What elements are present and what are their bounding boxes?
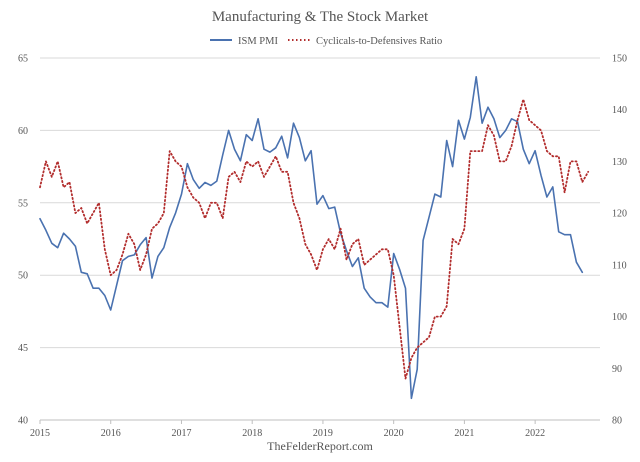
chart-title: Manufacturing & The Stock Market xyxy=(212,9,429,25)
left-tick-label: 40 xyxy=(18,416,28,427)
x-tick-label: 2015 xyxy=(30,428,50,439)
legend: ISM PMI Cyclicals-to-Defensives Ratio xyxy=(210,36,442,47)
right-tick-label: 120 xyxy=(612,209,627,220)
series-line-cyclicals-ratio xyxy=(39,98,590,380)
legend-label-cyclicals-ratio: Cyclicals-to-Defensives Ratio xyxy=(316,36,442,47)
left-tick-label: 65 xyxy=(18,54,28,65)
x-tick-label: 2020 xyxy=(384,428,404,439)
gridlines xyxy=(40,57,600,421)
right-axis-ticks: 80 90 100 110 120 130 140 150 xyxy=(612,54,627,427)
right-tick-label: 80 xyxy=(612,416,622,427)
x-tick-label: 2019 xyxy=(313,428,333,439)
series-lines xyxy=(39,76,590,400)
right-tick-label: 150 xyxy=(612,54,627,65)
series-line-ism-pmi xyxy=(39,76,584,400)
left-tick-label: 55 xyxy=(18,198,28,209)
left-tick-label: 50 xyxy=(18,271,28,282)
x-tick-label: 2017 xyxy=(171,428,191,439)
right-tick-label: 100 xyxy=(612,312,627,323)
x-tick-label: 2016 xyxy=(101,428,121,439)
right-tick-label: 110 xyxy=(612,260,627,271)
right-tick-label: 130 xyxy=(612,157,627,168)
left-tick-label: 60 xyxy=(18,126,28,137)
left-tick-label: 45 xyxy=(18,343,28,354)
right-tick-label: 140 xyxy=(612,105,627,116)
legend-label-ism-pmi: ISM PMI xyxy=(238,36,278,47)
source-label: TheFelderReport.com xyxy=(267,439,373,453)
x-tick-label: 2018 xyxy=(242,428,262,439)
x-tick-label: 2022 xyxy=(525,428,545,439)
left-axis-ticks: 40 45 50 55 60 65 xyxy=(18,54,28,427)
x-tick-label: 2021 xyxy=(454,428,474,439)
x-axis-ticks: 2015 2016 2017 2018 2019 2020 2021 2022 xyxy=(30,420,545,439)
right-tick-label: 90 xyxy=(612,364,622,375)
